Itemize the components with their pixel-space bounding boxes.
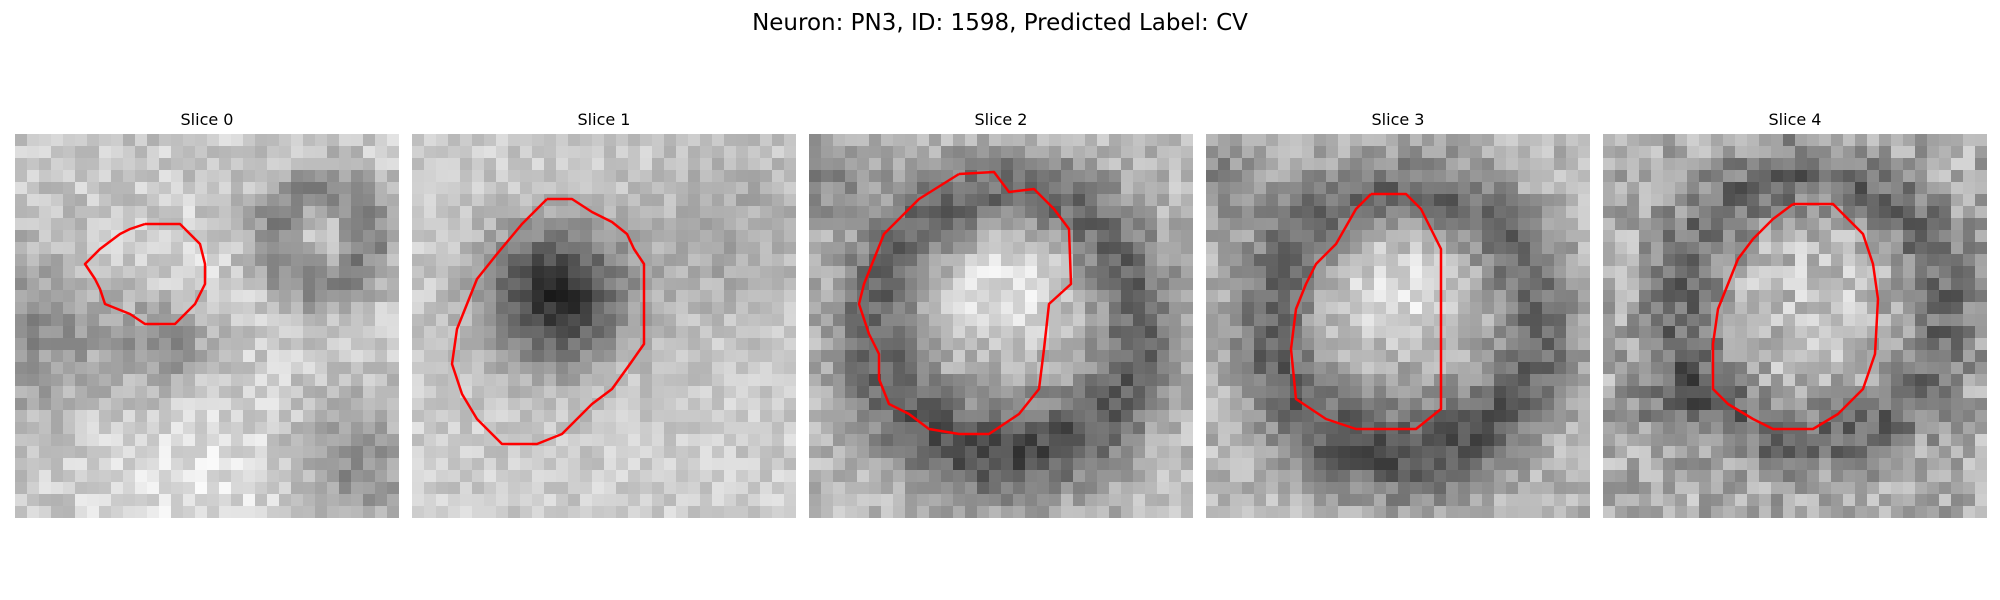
slice-image-0: [15, 134, 399, 518]
slice-image-2: [809, 134, 1193, 518]
pixel-grid: [15, 134, 399, 518]
slice-title-3: Slice 3: [1206, 110, 1590, 130]
pixel-grid: [412, 134, 796, 518]
slice-title-0: Slice 0: [15, 110, 399, 130]
slice-image-4: [1603, 134, 1987, 518]
slice-image-1: [412, 134, 796, 518]
pixel-grid: [1206, 134, 1590, 518]
slice-image-3: [1206, 134, 1590, 518]
slice-title-4: Slice 4: [1603, 110, 1987, 130]
slice-title-2: Slice 2: [809, 110, 1193, 130]
figure-title: Neuron: PN3, ID: 1598, Predicted Label: …: [0, 8, 2000, 38]
pixel-grid: [1603, 134, 1987, 518]
slice-title-1: Slice 1: [412, 110, 796, 130]
